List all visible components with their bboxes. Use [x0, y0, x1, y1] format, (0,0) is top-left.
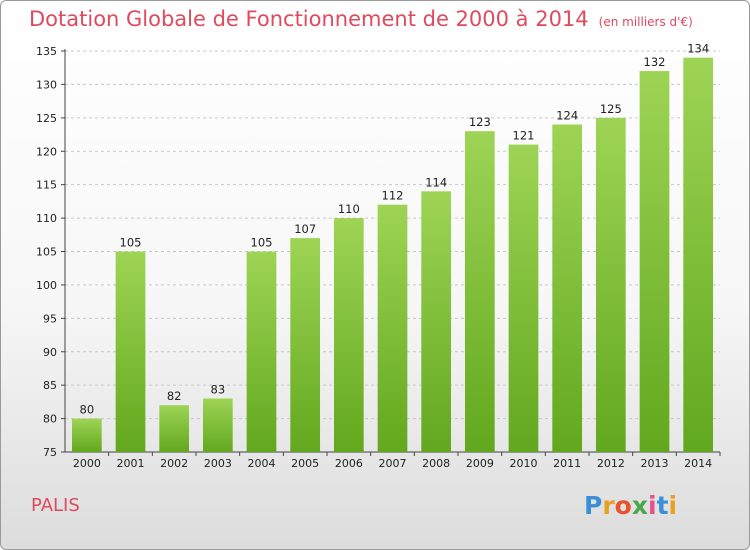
bar — [421, 191, 452, 452]
bar-value-label: 110 — [338, 202, 360, 216]
x-tick-label: 2004 — [248, 457, 276, 470]
bar-value-label: 125 — [600, 102, 622, 116]
y-tick-label: 135 — [36, 45, 57, 58]
x-tick-label: 2013 — [641, 457, 669, 470]
bar-value-label: 134 — [687, 42, 709, 56]
bar — [377, 204, 408, 452]
logo-letter: i — [648, 491, 657, 520]
chart-title-text: Dotation Globale de Fonctionnement de 20… — [29, 7, 589, 31]
bar-value-label: 107 — [294, 222, 316, 236]
commune-name: PALIS — [31, 495, 80, 516]
x-tick-label: 2006 — [335, 457, 363, 470]
x-tick-label: 2007 — [379, 457, 407, 470]
logo-letter: P — [584, 491, 603, 520]
logo-letter: o — [614, 491, 632, 520]
y-tick-label: 85 — [43, 379, 57, 392]
x-tick-label: 2000 — [73, 457, 101, 470]
x-tick-label: 2011 — [553, 457, 581, 470]
bar — [333, 218, 364, 452]
bar-value-label: 105 — [251, 236, 273, 250]
logo-letter: t — [656, 491, 669, 520]
y-tick-label: 125 — [36, 112, 57, 125]
y-tick-label: 130 — [36, 78, 57, 91]
chart-title: Dotation Globale de Fonctionnement de 20… — [29, 7, 693, 31]
bar — [159, 405, 190, 452]
bar-value-label: 82 — [167, 389, 182, 403]
y-tick-label: 95 — [43, 312, 57, 325]
bar-value-label: 105 — [120, 236, 142, 250]
bar-value-label: 83 — [211, 383, 226, 397]
x-tick-label: 2005 — [291, 457, 319, 470]
bar — [508, 144, 539, 453]
x-tick-label: 2010 — [510, 457, 538, 470]
x-tick-label: 2012 — [597, 457, 625, 470]
bar-value-label: 123 — [469, 115, 491, 129]
bar — [71, 418, 102, 452]
y-tick-label: 105 — [36, 246, 57, 259]
bar-value-label: 132 — [644, 55, 666, 69]
y-tick-label: 75 — [43, 446, 57, 459]
y-tick-label: 80 — [43, 413, 57, 426]
y-tick-label: 100 — [36, 279, 57, 292]
y-tick-label: 90 — [43, 346, 57, 359]
logo-letter: i — [668, 491, 678, 520]
y-tick-label: 110 — [36, 212, 57, 225]
x-tick-label: 2009 — [466, 457, 494, 470]
logo-letter: r — [602, 491, 615, 520]
bar-value-label: 124 — [556, 109, 578, 123]
y-tick-label: 115 — [36, 179, 57, 192]
x-tick-label: 2008 — [422, 457, 450, 470]
bar-value-label: 121 — [513, 129, 535, 143]
bar — [639, 71, 670, 453]
proxiti-logo: Proxiti — [584, 491, 677, 520]
bar — [595, 117, 626, 452]
bar — [552, 124, 583, 453]
bar — [115, 251, 146, 452]
bar — [246, 251, 277, 452]
bar — [464, 131, 495, 452]
bar-value-label: 114 — [425, 175, 447, 189]
x-tick-label: 2002 — [160, 457, 188, 470]
chart-subtitle: (en milliers d'€) — [598, 15, 693, 29]
bar — [202, 398, 233, 452]
x-tick-label: 2001 — [117, 457, 145, 470]
x-tick-label: 2014 — [684, 457, 712, 470]
bar — [683, 57, 714, 452]
bar — [290, 238, 321, 452]
y-tick-label: 120 — [36, 145, 57, 158]
logo-letter: x — [631, 491, 648, 520]
bar-value-label: 112 — [382, 189, 404, 203]
bar-value-label: 80 — [80, 403, 95, 417]
x-tick-label: 2003 — [204, 457, 232, 470]
